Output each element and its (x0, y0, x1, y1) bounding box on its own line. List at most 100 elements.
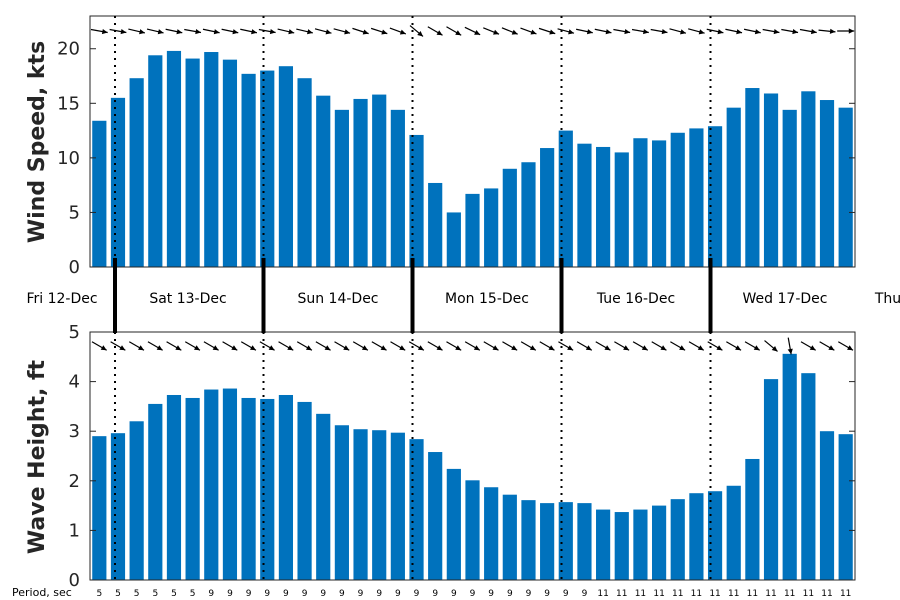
wind-bar (484, 188, 499, 267)
wave-bar (372, 430, 387, 580)
wave-bar (540, 503, 555, 580)
wave-bar (260, 398, 275, 580)
wind-direction-arrow (613, 28, 631, 35)
period-label: 9 (283, 589, 289, 599)
wind-bar (92, 120, 107, 267)
wave-direction-arrow (128, 341, 145, 351)
wind-direction-arrow (743, 28, 761, 35)
wind-bar (801, 91, 816, 267)
period-label: 5 (190, 589, 196, 599)
day-label: Tue 16-Dec (596, 291, 675, 307)
wind-bar (614, 152, 629, 267)
wind-bar (838, 107, 853, 268)
day-label: Mon 15-Dec (445, 291, 529, 307)
wave-bar (707, 491, 723, 580)
wind-bar (166, 50, 182, 267)
wave-direction-arrow (259, 341, 275, 351)
wind-direction-arrow (128, 28, 146, 35)
wave-direction-arrow (670, 341, 686, 351)
wave-direction-arrow (688, 341, 705, 351)
wave-ytick-label: 2 (69, 471, 80, 492)
wind-direction-arrow (837, 28, 855, 34)
wave-height-panel: 0 1 2 3 4 5 (69, 322, 856, 591)
wind-bar (316, 95, 331, 267)
wind-direction-arrow (314, 28, 332, 35)
period-label: 5 (115, 589, 121, 599)
wave-direction-arrow (632, 341, 649, 351)
wind-direction-arrow (650, 28, 668, 35)
wind-bar (222, 59, 238, 267)
wave-bar (558, 502, 573, 580)
wind-bar (260, 70, 275, 267)
period-label: 9 (208, 589, 214, 599)
wave-bar (689, 493, 704, 580)
period-label: 9 (414, 589, 420, 599)
wind-bar (372, 94, 387, 267)
wave-bar (241, 397, 256, 580)
wind-direction-arrow (409, 25, 424, 37)
wave-direction-arrow (651, 341, 667, 351)
wind-direction-arrow (631, 28, 649, 35)
period-label: 9 (320, 589, 326, 599)
wind-direction-arrow (146, 28, 164, 35)
period-label: 11 (765, 589, 776, 599)
wave-bar (390, 432, 405, 580)
wave-direction-arrow (502, 341, 518, 351)
wave-direction-arrow (203, 341, 219, 351)
wind-direction-arrow (296, 28, 313, 35)
wave-bar (222, 388, 238, 580)
wave-bar (297, 401, 312, 580)
wind-direction-arrow (389, 27, 407, 35)
wave-bar (633, 509, 648, 580)
wave-direction-arrow (614, 341, 630, 351)
period-label: 9 (302, 589, 308, 599)
period-label: 11 (635, 589, 646, 599)
wind-direction-arrow (370, 27, 388, 35)
wind-direction-arrow (520, 27, 537, 35)
wave-direction-arrow (334, 341, 350, 351)
wind-bar (689, 128, 704, 267)
wave-direction-arrow (240, 341, 257, 351)
wave-direction-arrow (800, 341, 817, 351)
period-label: 5 (134, 589, 140, 599)
wind-direction-arrow (706, 28, 724, 35)
wave-ytick-label: 1 (69, 520, 80, 541)
wind-bar (633, 138, 648, 267)
wind-bar (278, 66, 294, 267)
wave-bar (745, 458, 760, 580)
period-label: 11 (803, 589, 814, 599)
wave-direction-arrow (91, 341, 107, 351)
wind-direction-arrow (799, 28, 817, 35)
wind-bar (745, 88, 760, 267)
wind-axes-box (89, 15, 856, 268)
wave-direction-arrow (726, 341, 742, 351)
wave-direction-arrow (408, 341, 425, 351)
wind-direction-arrow (818, 28, 836, 34)
wave-bar (782, 353, 797, 580)
wave-direction-arrow (483, 341, 499, 351)
wind-bar (763, 93, 779, 267)
wind-direction-arrow (352, 27, 369, 35)
wind-direction-arrow (725, 28, 743, 35)
wave-direction-arrow (390, 341, 406, 351)
wave-bar (763, 379, 779, 580)
wave-direction-arrow (166, 341, 182, 351)
wave-direction-arrow (576, 341, 593, 351)
period-row-title: Period, sec (12, 586, 72, 599)
period-label: 11 (597, 589, 608, 599)
wind-speed-panel: 0 5 10 15 20 (57, 15, 856, 278)
wind-direction-arrow (109, 28, 127, 35)
wind-direction-arrow (501, 27, 518, 35)
wind-direction-arrow (221, 28, 239, 35)
wave-ytick-label: 0 (69, 570, 80, 591)
period-label: 9 (451, 589, 457, 599)
wave-bar (801, 373, 816, 580)
wind-bar (428, 182, 443, 267)
wind-ytick-label: 10 (57, 148, 80, 169)
wave-bar (502, 494, 517, 580)
day-labels-band: Fri 12-Dec Sat 13-Dec Sun 14-Dec Mon 15-Dec… (26, 258, 900, 333)
wind-bar (502, 168, 517, 267)
wind-direction-arrow (427, 26, 443, 36)
wave-bar (446, 468, 461, 580)
